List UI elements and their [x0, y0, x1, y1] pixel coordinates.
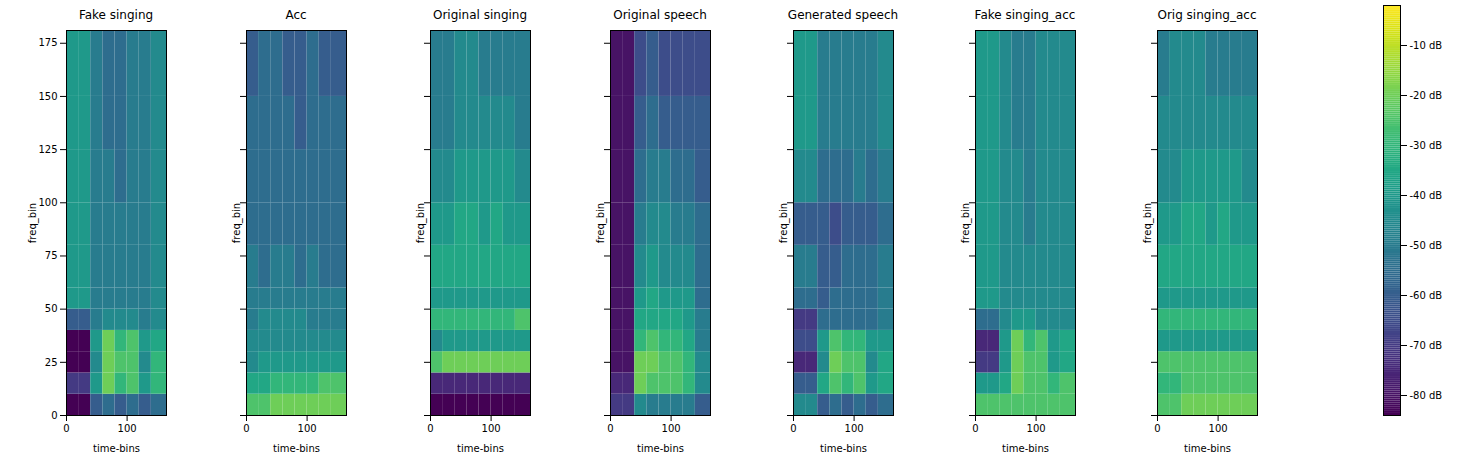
- html-text:Fake singing_acc: Fake singing_acc: [974, 8, 1076, 22]
- svg-text:0: 0: [1154, 423, 1160, 434]
- svg-text:0: 0: [63, 423, 69, 434]
- svg-text:-80 dB: -80 dB: [1410, 390, 1443, 401]
- svg-text:100: 100: [1027, 423, 1046, 434]
- svg-text:freq_bin: freq_bin: [778, 203, 790, 243]
- svg-text:75: 75: [45, 250, 58, 261]
- svg-text:100: 100: [118, 423, 137, 434]
- svg-text:125: 125: [38, 144, 57, 155]
- svg-text:freq_bin: freq_bin: [415, 203, 427, 243]
- svg-text:time-bins: time-bins: [820, 443, 867, 454]
- svg-text:100: 100: [298, 423, 317, 434]
- svg-text:-70 dB: -70 dB: [1410, 340, 1443, 351]
- svg-text:freq_bin: freq_bin: [595, 203, 607, 243]
- svg-text:freq_bin: freq_bin: [1142, 203, 1154, 243]
- svg-text:-10 dB: -10 dB: [1410, 40, 1443, 51]
- svg-text:0: 0: [972, 423, 978, 434]
- html-text:Orig singing_acc: Orig singing_acc: [1157, 8, 1257, 22]
- svg-text:100: 100: [38, 197, 57, 208]
- svg-text:time-bins: time-bins: [1184, 443, 1231, 454]
- svg-text:freq_bin: freq_bin: [960, 203, 972, 243]
- svg-text:0: 0: [427, 423, 433, 434]
- svg-text:time-bins: time-bins: [637, 443, 684, 454]
- svg-text:0: 0: [607, 423, 613, 434]
- svg-text:time-bins: time-bins: [457, 443, 504, 454]
- html-text:Original speech: Original speech: [613, 8, 707, 22]
- svg-text:100: 100: [662, 423, 681, 434]
- html-text:Fake singing: Fake singing: [78, 8, 154, 22]
- svg-text:-50 dB: -50 dB: [1410, 240, 1443, 251]
- svg-text:25: 25: [45, 357, 58, 368]
- svg-text:freq_bin: freq_bin: [27, 203, 39, 243]
- svg-text:-20 dB: -20 dB: [1410, 90, 1443, 101]
- svg-text:100: 100: [1209, 423, 1228, 434]
- html-text:Generated speech: Generated speech: [787, 8, 899, 22]
- svg-text:100: 100: [845, 423, 864, 434]
- svg-text:175: 175: [38, 37, 57, 48]
- html-text:Acc: Acc: [285, 8, 307, 22]
- svg-text:freq_bin: freq_bin: [231, 203, 243, 243]
- svg-text:time-bins: time-bins: [273, 443, 320, 454]
- svg-text:0: 0: [51, 410, 57, 421]
- svg-text:time-bins: time-bins: [93, 443, 140, 454]
- svg-text:150: 150: [38, 91, 57, 102]
- svg-text:-40 dB: -40 dB: [1410, 190, 1443, 201]
- svg-text:-30 dB: -30 dB: [1410, 140, 1443, 151]
- svg-text:-60 dB: -60 dB: [1410, 290, 1443, 301]
- html-text:Original singing: Original singing: [432, 8, 528, 22]
- svg-text:50: 50: [45, 303, 58, 314]
- svg-text:0: 0: [790, 423, 796, 434]
- svg-text:time-bins: time-bins: [1002, 443, 1049, 454]
- svg-text:0: 0: [243, 423, 249, 434]
- svg-text:100: 100: [482, 423, 501, 434]
